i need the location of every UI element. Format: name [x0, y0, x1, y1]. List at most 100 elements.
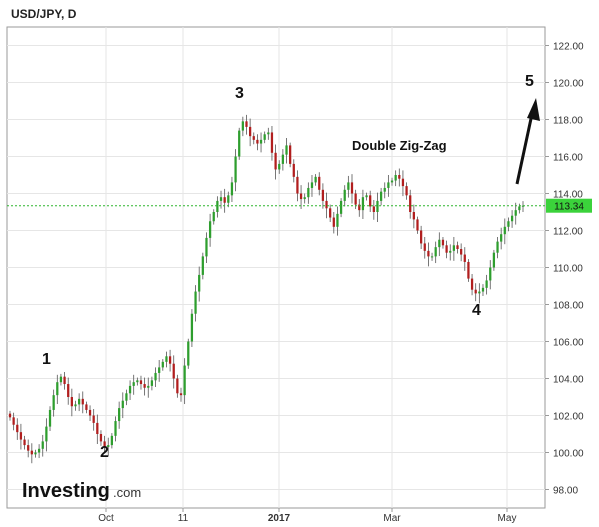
candle-body	[481, 287, 485, 292]
candle	[507, 217, 510, 232]
candle-body	[390, 180, 394, 183]
candle-body	[85, 404, 88, 410]
candle	[118, 401, 121, 429]
wave-label-4: 4	[472, 302, 481, 319]
candle-body	[270, 132, 274, 153]
candle	[492, 249, 496, 271]
candle-body	[434, 247, 437, 257]
wave-label-5: 5	[525, 73, 534, 90]
candle-body	[241, 121, 244, 131]
candle	[514, 202, 517, 225]
candle-body	[292, 163, 295, 177]
candle-body	[23, 439, 26, 446]
wave-label-3: 3	[235, 85, 244, 102]
candle-body	[187, 341, 190, 366]
candle-body	[445, 245, 448, 253]
candle-body	[238, 130, 241, 157]
candle	[165, 351, 168, 368]
wave-label-2: 2	[100, 444, 109, 461]
candle-body	[168, 356, 172, 364]
candle-body	[37, 448, 41, 453]
candle	[238, 127, 241, 160]
candle	[412, 204, 415, 229]
candle	[27, 439, 30, 458]
candle	[154, 367, 157, 388]
candle-body	[387, 182, 390, 188]
candle	[70, 388, 73, 417]
candle-body	[307, 187, 310, 198]
candle	[161, 359, 164, 371]
candle	[503, 218, 506, 245]
candle	[383, 182, 386, 199]
candle	[350, 174, 354, 204]
forecast-arrow-head	[527, 98, 540, 121]
candle-body	[150, 380, 154, 386]
candle	[37, 444, 41, 459]
candle	[361, 189, 365, 220]
candle	[423, 236, 426, 259]
candle-body	[456, 245, 459, 249]
candle	[150, 376, 154, 391]
candle	[405, 182, 408, 200]
candle	[139, 375, 143, 390]
candle	[256, 134, 259, 151]
candle	[23, 435, 26, 450]
candle-body	[500, 234, 503, 242]
candle	[201, 252, 204, 280]
candle-body	[430, 256, 434, 258]
candle-body	[394, 175, 397, 181]
candle	[441, 236, 445, 249]
candle	[456, 241, 459, 254]
candle	[128, 380, 132, 400]
candle	[510, 210, 514, 228]
y-tick-label: 108.00	[553, 301, 584, 312]
candle-body	[401, 178, 405, 187]
candle	[489, 260, 492, 290]
candle-body	[329, 208, 332, 218]
candle-body	[463, 254, 466, 262]
candle	[48, 406, 52, 432]
candle-body	[460, 249, 463, 255]
candle	[347, 175, 350, 198]
candle	[205, 232, 208, 264]
candle-body	[99, 434, 103, 442]
candle	[85, 401, 88, 414]
candle	[387, 175, 390, 197]
y-tick-label: 110.00	[553, 264, 583, 275]
candle-body	[70, 397, 73, 407]
candle	[314, 174, 317, 186]
candle-body	[372, 206, 375, 212]
candle	[74, 400, 77, 411]
candle	[8, 410, 12, 421]
grid	[7, 27, 545, 508]
candle-body	[12, 417, 15, 425]
candle-body	[172, 363, 175, 379]
candle-body	[194, 291, 197, 314]
candle-body	[438, 239, 441, 248]
candle	[358, 199, 361, 217]
candle-body	[321, 189, 325, 201]
candle	[267, 127, 270, 140]
forecast-arrow-shaft	[515, 113, 534, 185]
candle	[99, 430, 103, 446]
candle-body	[376, 200, 379, 212]
candle-body	[234, 156, 237, 183]
candle-body	[198, 274, 201, 292]
candle-body	[285, 145, 288, 155]
candle-body	[278, 163, 281, 170]
candle	[234, 149, 237, 192]
chart-title: USD/JPY, D	[11, 7, 77, 21]
candle	[445, 240, 448, 259]
candle	[310, 175, 314, 197]
y-tick-label: 118.00	[553, 116, 583, 127]
candle	[245, 114, 248, 135]
candle-body	[139, 380, 143, 385]
y-tick-label: 122.00	[553, 42, 584, 53]
candle-body	[325, 200, 328, 209]
candle	[332, 212, 335, 234]
candle	[263, 131, 266, 144]
candle	[81, 391, 84, 414]
candle	[219, 190, 223, 209]
candle-body	[208, 221, 212, 238]
candle-body	[176, 378, 179, 394]
